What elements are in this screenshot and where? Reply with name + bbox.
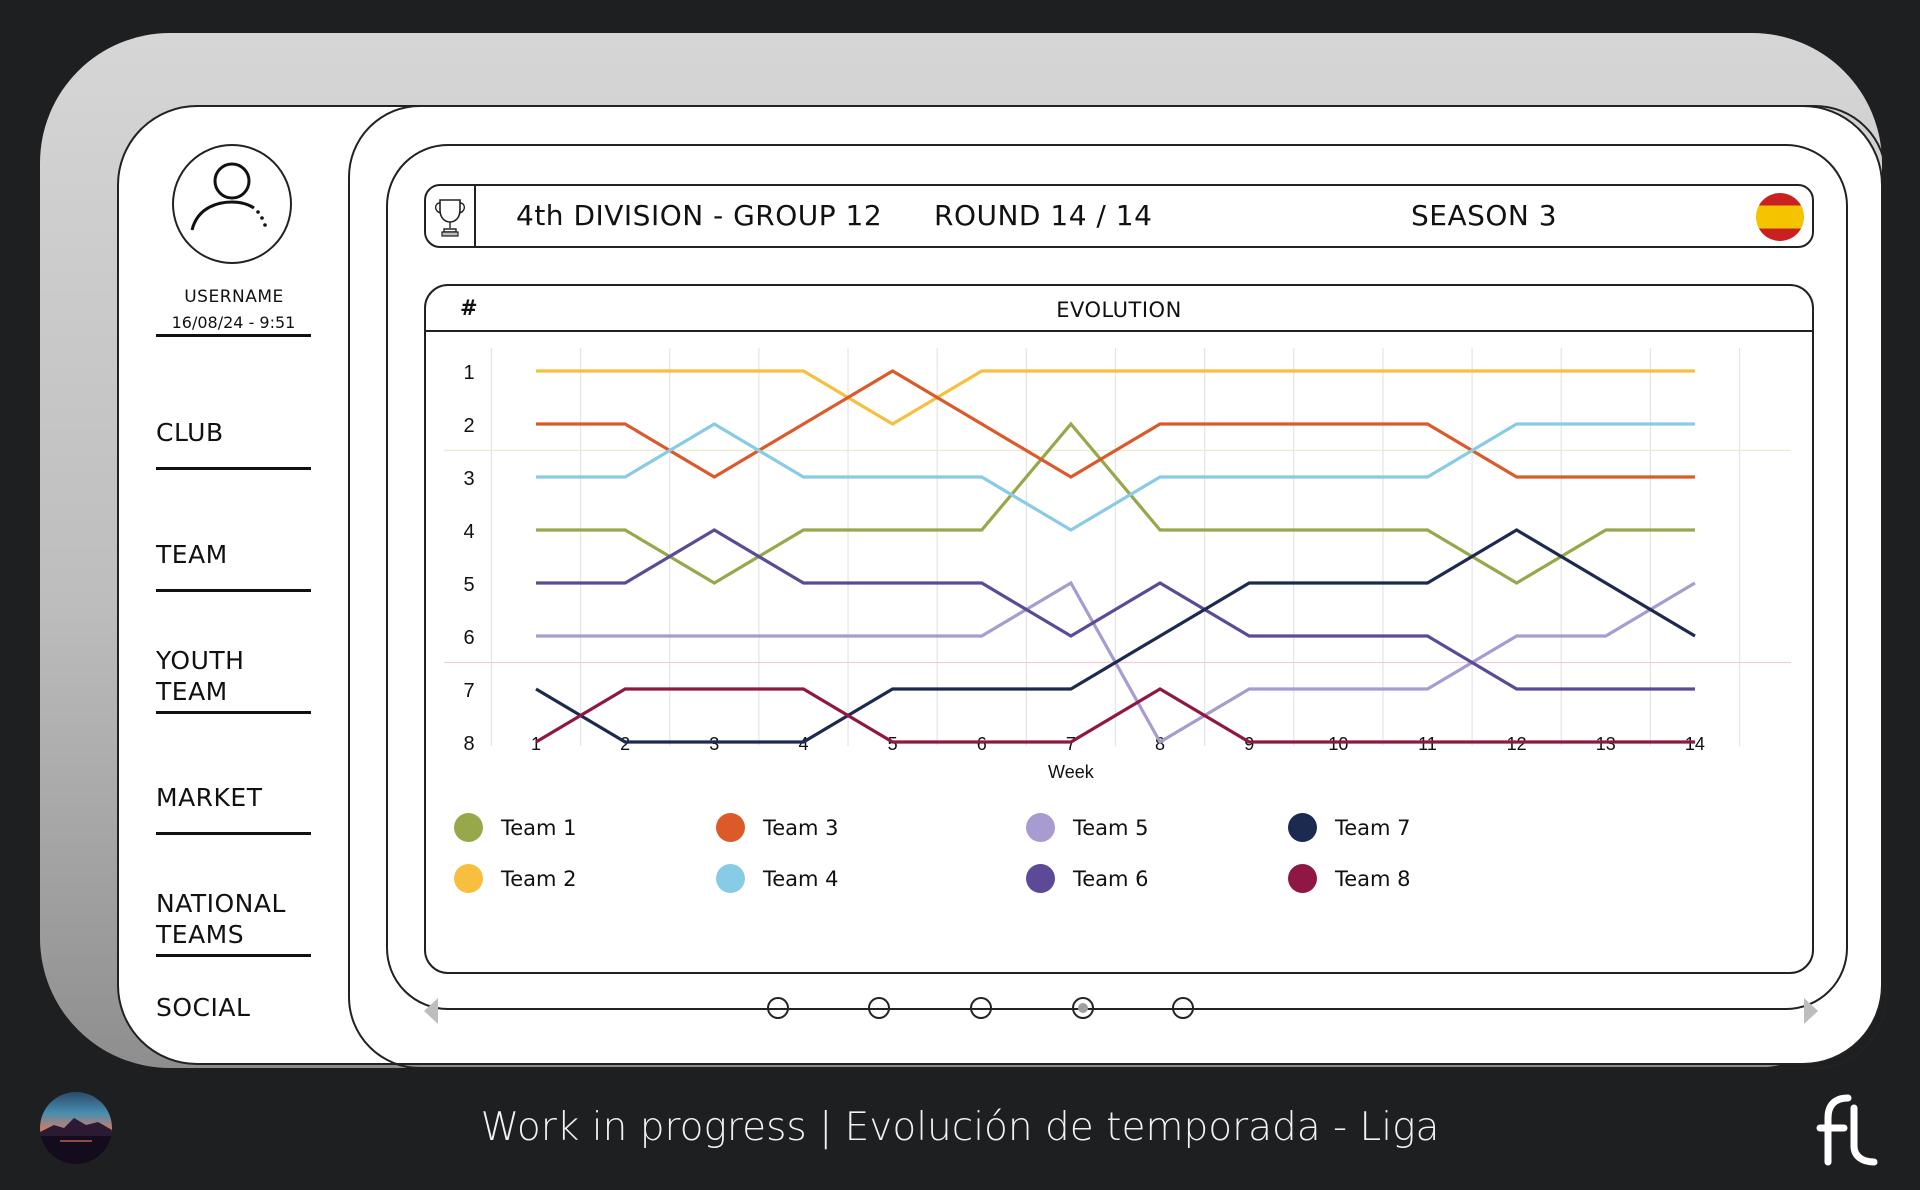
page-dot-4[interactable] bbox=[1072, 997, 1094, 1019]
nav-item-national-teams[interactable]: NATIONAL TEAMS bbox=[156, 884, 311, 957]
x-tick-label: 5 bbox=[888, 734, 898, 754]
legend-swatch bbox=[716, 813, 745, 842]
legend-label: Team 5 bbox=[1073, 815, 1149, 840]
nav-item-market[interactable]: MARKET bbox=[156, 762, 311, 835]
rank-column-label: # bbox=[460, 296, 478, 320]
x-tick-label: 8 bbox=[1155, 734, 1165, 754]
main-content: 4th DIVISION - GROUP 12 ROUND 14 / 14 SE… bbox=[348, 105, 1887, 1069]
legend-label: Team 7 bbox=[1335, 815, 1411, 840]
x-axis-label: Week bbox=[1048, 762, 1095, 782]
page-dot-3[interactable] bbox=[970, 997, 992, 1019]
legend-swatch bbox=[1288, 813, 1317, 842]
legend-label: Team 4 bbox=[763, 866, 839, 891]
x-tick-label: 13 bbox=[1596, 734, 1616, 754]
x-tick-label: 14 bbox=[1685, 734, 1705, 754]
user-icon bbox=[190, 162, 267, 231]
y-tick-label: 3 bbox=[463, 468, 474, 490]
series-line-team-2 bbox=[536, 369, 1695, 426]
brand-logo-icon bbox=[1816, 1094, 1878, 1166]
x-tick-label: 4 bbox=[798, 734, 808, 754]
legend-swatch bbox=[454, 864, 483, 893]
legend-item-team-7[interactable]: Team 7 bbox=[1288, 813, 1411, 842]
content-card: 4th DIVISION - GROUP 12 ROUND 14 / 14 SE… bbox=[386, 144, 1848, 1010]
next-page-arrow-icon[interactable] bbox=[1804, 998, 1818, 1024]
series-line-team-1 bbox=[536, 421, 1695, 585]
legend-swatch bbox=[1026, 813, 1055, 842]
x-tick-label: 11 bbox=[1418, 734, 1437, 754]
x-tick-label: 9 bbox=[1244, 734, 1254, 754]
legend-label: Team 8 bbox=[1335, 866, 1411, 891]
x-tick-label: 7 bbox=[1066, 734, 1076, 754]
legend-item-team-3[interactable]: Team 3 bbox=[716, 813, 839, 842]
username: USERNAME bbox=[184, 287, 284, 307]
season-label: SEASON 3 bbox=[1411, 199, 1558, 232]
division-label: 4th DIVISION - GROUP 12 bbox=[516, 199, 883, 232]
x-tick-label: 3 bbox=[709, 734, 719, 754]
x-tick-label: 10 bbox=[1328, 734, 1348, 754]
y-tick-label: 7 bbox=[463, 680, 474, 702]
y-tick-label: 5 bbox=[463, 574, 474, 596]
panel-title: EVOLUTION bbox=[1056, 298, 1182, 322]
y-tick-label: 8 bbox=[463, 733, 474, 755]
page-dot-2[interactable] bbox=[868, 997, 890, 1019]
legend-item-team-2[interactable]: Team 2 bbox=[454, 864, 577, 893]
y-tick-label: 2 bbox=[463, 415, 474, 437]
series-line-team-7 bbox=[535, 528, 1696, 744]
trophy-icon bbox=[434, 199, 466, 237]
page-dot-1[interactable] bbox=[767, 997, 789, 1019]
legend-label: Team 3 bbox=[763, 815, 839, 840]
legend-item-team-4[interactable]: Team 4 bbox=[716, 864, 839, 893]
evolution-panel: # EVOLUTION 1 2 3 4 5 6 7 8 1 2 3 4 5 6 7 8 9 10 11 12 13 14 W… bbox=[424, 284, 1814, 974]
page-indicator bbox=[350, 987, 1889, 1031]
legend-swatch bbox=[716, 864, 745, 893]
device-frame: USERNAME 16/08/24 - 9:51 CLUB TEAM YOUTH… bbox=[40, 33, 1887, 1069]
nav-item-youth-team[interactable]: YOUTH TEAM bbox=[156, 641, 311, 714]
login-datetime: 16/08/24 - 9:51 bbox=[156, 313, 311, 337]
app-screen: USERNAME 16/08/24 - 9:51 CLUB TEAM YOUTH… bbox=[117, 105, 1887, 1069]
league-header: 4th DIVISION - GROUP 12 ROUND 14 / 14 SE… bbox=[424, 184, 1814, 248]
page-dot-5[interactable] bbox=[1172, 997, 1194, 1019]
legend-swatch bbox=[454, 813, 483, 842]
nav-item-club[interactable]: CLUB bbox=[156, 397, 311, 470]
y-tick-label: 6 bbox=[463, 627, 474, 649]
trophy-button[interactable] bbox=[426, 186, 476, 246]
series-line-team-6 bbox=[536, 528, 1695, 691]
footer-caption: Work in progress | Evolución de temporad… bbox=[480, 1105, 1440, 1150]
previous-page-arrow-icon[interactable] bbox=[424, 998, 438, 1024]
y-tick-label: 1 bbox=[463, 362, 474, 384]
x-tick-label: 6 bbox=[977, 734, 987, 754]
legend-swatch bbox=[1026, 864, 1055, 893]
nav-item-team[interactable]: TEAM bbox=[156, 519, 311, 592]
spain-flag-icon bbox=[1756, 193, 1804, 241]
legend-item-team-8[interactable]: Team 8 bbox=[1288, 864, 1411, 893]
legend-item-team-5[interactable]: Team 5 bbox=[1026, 813, 1149, 842]
y-tick-label: 4 bbox=[463, 521, 474, 543]
series-line-team-8 bbox=[535, 687, 1695, 744]
x-tick-label: 1 bbox=[531, 734, 541, 754]
legend-label: Team 6 bbox=[1073, 866, 1149, 891]
legend-item-team-6[interactable]: Team 6 bbox=[1026, 864, 1149, 893]
legend-label: Team 2 bbox=[501, 866, 577, 891]
legend-label: Team 1 bbox=[501, 815, 577, 840]
legend-swatch bbox=[1288, 864, 1317, 893]
x-tick-label: 12 bbox=[1507, 734, 1527, 754]
round-label: ROUND 14 / 14 bbox=[934, 199, 1153, 232]
sidebar: USERNAME 16/08/24 - 9:51 CLUB TEAM YOUTH… bbox=[119, 107, 349, 1063]
series-line-team-4 bbox=[536, 422, 1695, 532]
nav-item-social[interactable]: SOCIAL bbox=[156, 992, 251, 1022]
legend-item-team-1[interactable]: Team 1 bbox=[454, 813, 577, 842]
panel-header: # EVOLUTION bbox=[426, 286, 1812, 332]
series-line-team-3 bbox=[536, 369, 1695, 479]
avatar[interactable] bbox=[172, 144, 292, 264]
x-tick-label: 2 bbox=[620, 734, 630, 754]
